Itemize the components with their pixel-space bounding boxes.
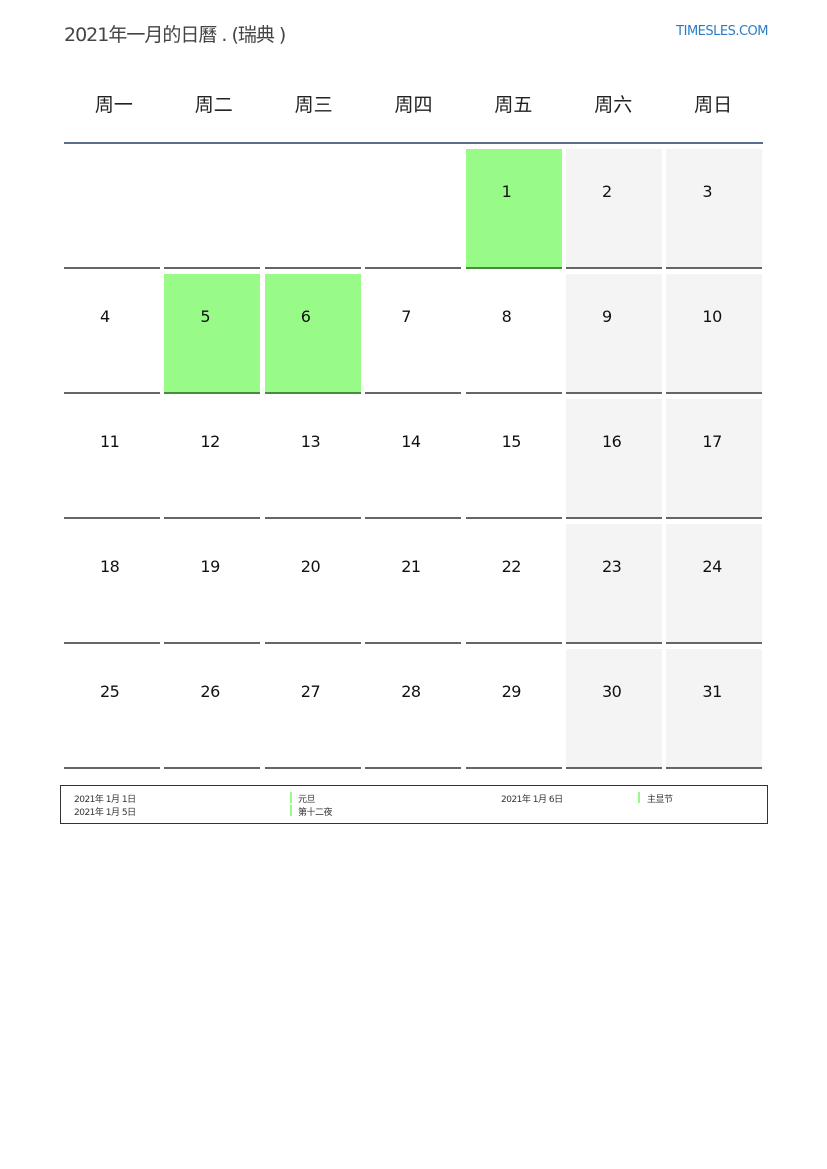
page-title: 2021年一月的日曆 . (瑞典 ) xyxy=(64,24,286,46)
header-divider xyxy=(64,142,763,144)
day-cell: 1 xyxy=(465,149,562,269)
day-number: 20 xyxy=(300,557,321,576)
day-cell: 31 xyxy=(666,649,763,769)
day-number: 17 xyxy=(702,432,722,451)
day-number: 25 xyxy=(100,682,120,701)
weekday-sun: 周日 xyxy=(694,94,733,116)
day-number: 16 xyxy=(602,432,622,451)
weekday-tue: 周二 xyxy=(194,94,233,116)
day-cell: 12 xyxy=(164,399,261,519)
weekday-sat: 周六 xyxy=(594,94,633,116)
day-cell: 28 xyxy=(365,649,462,769)
legend-name: 第十二夜 xyxy=(298,808,333,818)
day-cell: 10 xyxy=(666,274,763,394)
weekday-thu: 周四 xyxy=(394,94,433,116)
empty-cell xyxy=(64,149,160,269)
empty-cell xyxy=(164,149,261,269)
weekday-wed: 周三 xyxy=(294,94,333,116)
day-cell: 29 xyxy=(465,649,562,769)
day-number: 3 xyxy=(702,182,713,201)
day-cell: 9 xyxy=(566,274,662,394)
day-number: 5 xyxy=(200,307,211,326)
day-number: 9 xyxy=(602,307,612,326)
day-number: 14 xyxy=(401,432,421,451)
day-cell: 27 xyxy=(264,649,361,769)
brand-link[interactable]: TIMESLES.COM xyxy=(676,24,768,39)
day-cell: 25 xyxy=(64,649,160,769)
day-cell: 26 xyxy=(164,649,261,769)
day-cell: 3 xyxy=(666,149,763,269)
day-number: 26 xyxy=(200,682,220,701)
legend-date: 2021年 1月 5日 xyxy=(74,808,136,818)
day-number: 2 xyxy=(602,182,612,201)
legend-name: 主显节 xyxy=(647,795,673,805)
day-number: 1 xyxy=(501,182,512,201)
day-number: 28 xyxy=(401,682,421,701)
day-cell: 5 xyxy=(164,274,261,394)
day-number: 27 xyxy=(300,682,321,701)
legend-name: 元旦 xyxy=(298,795,316,805)
day-number: 15 xyxy=(501,432,522,451)
day-cell: 2 xyxy=(566,149,662,269)
day-number: 4 xyxy=(100,307,110,326)
day-number: 31 xyxy=(702,682,722,701)
day-number: 29 xyxy=(501,682,522,701)
day-number: 10 xyxy=(702,307,722,326)
day-number: 8 xyxy=(501,307,512,326)
day-cell: 7 xyxy=(365,274,462,394)
legend-date: 2021年 1月 6日 xyxy=(501,795,563,805)
day-number: 24 xyxy=(702,557,722,576)
day-number: 6 xyxy=(300,307,311,326)
day-number: 19 xyxy=(200,557,220,576)
weekday-mon: 周一 xyxy=(94,94,133,116)
holiday-marker xyxy=(638,792,640,803)
day-number: 21 xyxy=(401,557,421,576)
day-number: 13 xyxy=(300,432,321,451)
day-number: 23 xyxy=(602,557,622,576)
day-cell: 11 xyxy=(64,399,160,519)
day-cell: 8 xyxy=(465,274,562,394)
holiday-legend: 2021年 1月 1日 元旦 2021年 1月 5日 第十二夜 2021年 1月… xyxy=(60,785,768,824)
day-cell: 17 xyxy=(666,399,763,519)
day-number: 11 xyxy=(100,432,120,451)
day-number: 30 xyxy=(602,682,622,701)
day-cell: 22 xyxy=(465,524,562,644)
day-number: 12 xyxy=(200,432,220,451)
day-cell: 16 xyxy=(566,399,662,519)
day-cell: 15 xyxy=(465,399,562,519)
empty-cell xyxy=(264,149,361,269)
day-cell: 23 xyxy=(566,524,662,644)
day-cell: 21 xyxy=(365,524,462,644)
day-cell: 14 xyxy=(365,399,462,519)
day-number: 18 xyxy=(100,557,120,576)
day-cell: 24 xyxy=(666,524,763,644)
day-cell: 6 xyxy=(264,274,361,394)
holiday-marker xyxy=(290,792,292,803)
day-cell: 18 xyxy=(64,524,160,644)
day-cell: 13 xyxy=(264,399,361,519)
holiday-marker xyxy=(290,805,292,816)
legend-date: 2021年 1月 1日 xyxy=(74,795,136,805)
day-number: 22 xyxy=(501,557,522,576)
day-cell: 30 xyxy=(566,649,662,769)
weekday-fri: 周五 xyxy=(494,94,533,116)
weekday-header: 周一 周二 周三 周四 周五 周六 周日 xyxy=(64,90,763,117)
day-cell: 19 xyxy=(164,524,261,644)
empty-cell xyxy=(365,149,462,269)
day-cell: 4 xyxy=(64,274,160,394)
day-number: 7 xyxy=(401,307,411,326)
day-cell: 20 xyxy=(264,524,361,644)
